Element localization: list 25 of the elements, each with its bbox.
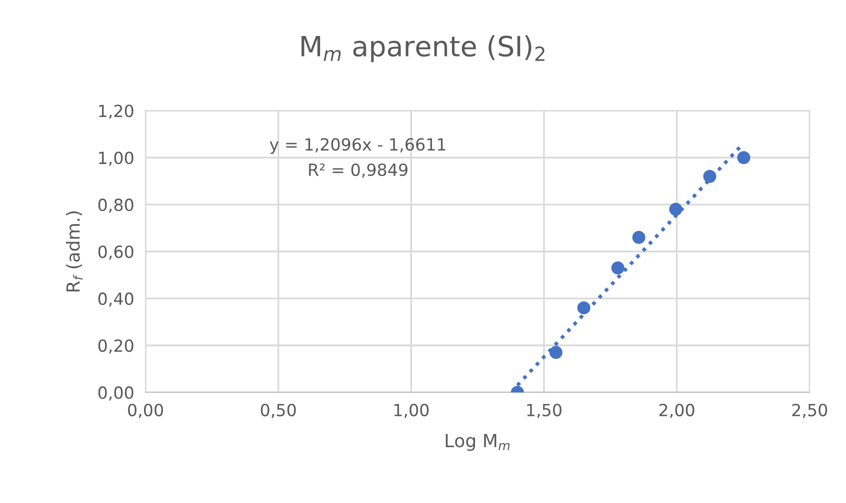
x-tick-label: 1,00 <box>394 404 429 418</box>
y-tick-label: 1,00 <box>99 152 134 166</box>
point <box>737 151 750 164</box>
point <box>669 202 682 216</box>
point <box>577 301 590 314</box>
point <box>703 170 716 183</box>
y-axis-title: R$_{f}$ (adm.) <box>66 211 83 292</box>
x-tick-label: 2,50 <box>792 404 828 418</box>
chart-title: M$_{m}$ aparente (SI)$_{2}$ <box>302 35 544 62</box>
point <box>549 346 562 359</box>
y-tick-label: 0,40 <box>98 292 134 307</box>
annotation: y = 1,2096x - 1,6611 <box>270 138 446 154</box>
y-tick-label: 1,20 <box>99 104 134 119</box>
x-axis-title: Log M$_{m}$ <box>446 434 510 451</box>
y-tick-label: 0,20 <box>98 339 134 354</box>
annotation: R² = 0,9849 <box>309 163 408 178</box>
y-tick-label: 0,00 <box>98 386 134 401</box>
x-tick-label: 2,00 <box>659 404 694 418</box>
x-tick-label: 1,50 <box>527 404 562 418</box>
point <box>632 230 646 244</box>
y-tick-label: 0,60 <box>98 245 134 260</box>
x-tick-label: 0,00 <box>128 404 163 418</box>
y-tick-label: 0,80 <box>98 198 134 213</box>
x-tick-label: 0,50 <box>260 404 296 418</box>
point <box>611 261 624 274</box>
